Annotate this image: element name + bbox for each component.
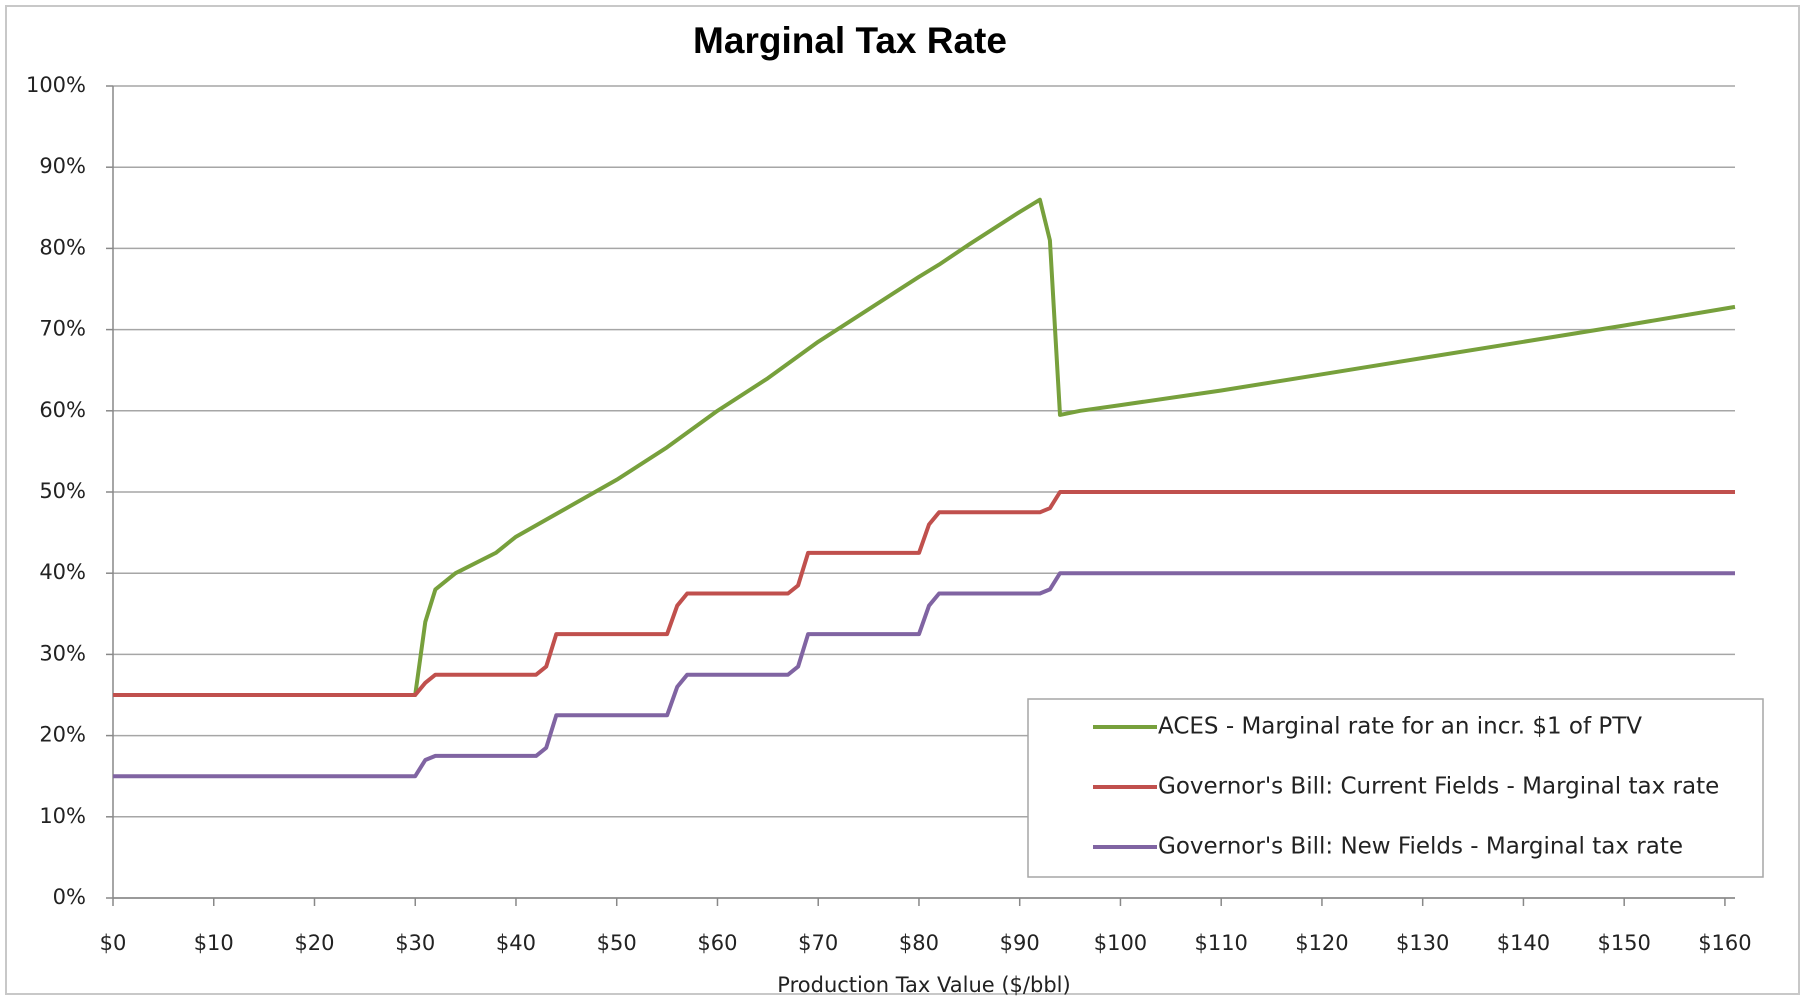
- x-tick-label: $60: [697, 931, 737, 955]
- y-tick-label: 70%: [39, 317, 86, 341]
- x-tick-label: $20: [294, 931, 334, 955]
- y-tick-label: 30%: [39, 641, 86, 665]
- x-tick-label: $50: [597, 931, 637, 955]
- y-tick-label: 0%: [53, 885, 86, 909]
- series-line: [113, 490, 1735, 697]
- x-tick-label: $150: [1597, 931, 1650, 955]
- y-tick-label: 40%: [39, 560, 86, 584]
- x-tick-label: $0: [100, 931, 127, 955]
- y-tick-label: 80%: [39, 235, 86, 259]
- legend-label: ACES - Marginal rate for an incr. $1 of …: [1158, 714, 1642, 740]
- legend-label: Governor's Bill: Current Fields - Margin…: [1158, 774, 1719, 800]
- x-tick-label: $160: [1698, 931, 1751, 955]
- y-tick-label: 60%: [39, 398, 86, 422]
- legend-label: Governor's Bill: New Fields - Marginal t…: [1158, 834, 1683, 860]
- y-tick-label: 50%: [39, 479, 86, 503]
- x-tick-label: $30: [395, 931, 435, 955]
- x-axis-label: Production Tax Value ($/bbl): [777, 973, 1070, 997]
- x-tick-label: $90: [1000, 931, 1040, 955]
- x-tick-label: $120: [1295, 931, 1348, 955]
- x-tick-label: $80: [899, 931, 939, 955]
- x-tick-label: $140: [1497, 931, 1550, 955]
- x-tick-label: $40: [496, 931, 536, 955]
- series-line: [113, 571, 1735, 779]
- y-tick-label: 10%: [39, 804, 86, 828]
- x-tick-label: $100: [1094, 931, 1147, 955]
- x-tick-label: $10: [194, 931, 234, 955]
- series-line: [113, 197, 1736, 697]
- x-tick-label: $130: [1396, 931, 1449, 955]
- y-tick-label: 20%: [39, 723, 86, 747]
- y-tick-label: 90%: [39, 154, 86, 178]
- x-tick-label: $70: [798, 931, 838, 955]
- y-tick-label: 100%: [26, 73, 86, 97]
- chart-title: Marginal Tax Rate: [693, 20, 1007, 61]
- x-tick-label: $110: [1194, 931, 1247, 955]
